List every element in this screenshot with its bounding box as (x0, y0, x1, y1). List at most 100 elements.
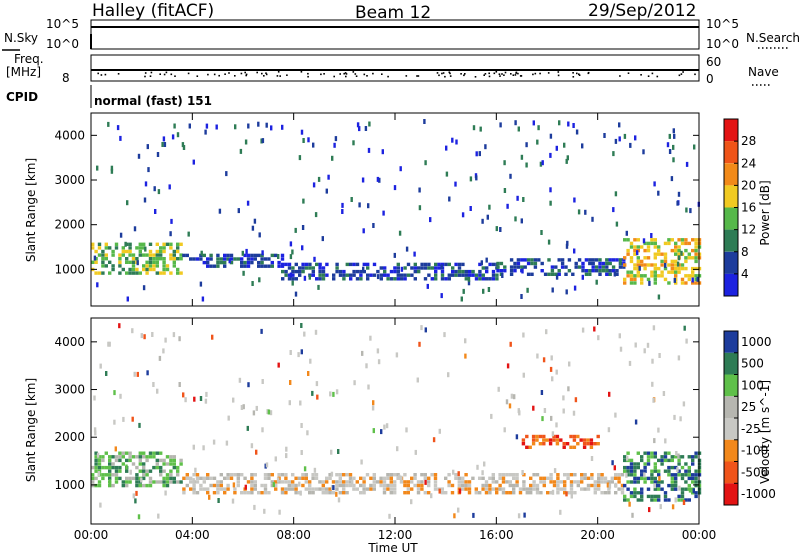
velocity-echo-cell (667, 498, 671, 502)
power-echo-cell (478, 277, 482, 281)
power-scatter-echo (573, 197, 576, 203)
power-scatter-echo (648, 280, 651, 286)
nave-dot (534, 72, 537, 75)
power-echo-cell (598, 258, 602, 262)
velocity-echo-cell (118, 455, 122, 459)
velocity-echo-cell (633, 487, 637, 491)
velocity-echo-cell (626, 451, 630, 455)
nsearch-tick-top: 10^5 (706, 17, 739, 31)
power-echo-cell (206, 257, 210, 261)
power-echo-cell (257, 253, 261, 258)
velocity-scatter-echo (93, 395, 96, 401)
velocity-echo-cell (169, 473, 173, 477)
velocity-scatter-echo (452, 469, 455, 475)
velocity-echo-cell (687, 455, 691, 459)
velocity-echo-cell (199, 483, 203, 488)
velocity-scatter-echo (626, 455, 629, 461)
velocity-echo-cell (145, 473, 149, 477)
power-echo-cell (270, 264, 274, 268)
nave-dot (245, 73, 248, 76)
velocity-echo-cell (155, 451, 159, 455)
power-echo-cell (623, 263, 627, 267)
velocity-echo-cell (548, 438, 553, 442)
power-echo-cell (128, 242, 132, 246)
power-echo-cell (674, 259, 678, 264)
nave-dot (572, 72, 574, 74)
velocity-scatter-echo (648, 507, 651, 513)
power-echo-cell (622, 258, 626, 262)
velocity-scatter-echo (372, 428, 375, 434)
power-scatter-echo (204, 129, 207, 135)
velocity-echo-cell (580, 487, 584, 491)
velocity-echo-cell (202, 480, 206, 484)
velocity-echo-cell (108, 483, 112, 488)
power-echo-cell (165, 242, 170, 246)
power-echo-cell (523, 258, 527, 262)
power-echo-cell (104, 257, 108, 261)
velocity-echo-cell (569, 491, 574, 495)
velocity-ylabel: Slant Range [km] (24, 378, 38, 482)
velocity-echo-cell (629, 462, 634, 466)
velocity-echo-cell (691, 455, 695, 459)
power-echo-cell (584, 258, 589, 262)
velocity-scatter-echo (555, 422, 558, 428)
velocity-echo-cell (464, 480, 468, 484)
velocity-echo-cell (294, 483, 298, 488)
power-echo-cell (287, 277, 292, 281)
velocity-echo-cell (430, 473, 434, 477)
velocity-echo-cell (111, 455, 115, 459)
nsky-panel (90, 19, 700, 50)
power-echo-cell (212, 264, 217, 268)
power-echo-cell (159, 257, 163, 261)
power-echo-cell (533, 265, 538, 269)
power-scatter-echo (110, 168, 114, 174)
velocity-echo-cell (284, 476, 288, 480)
velocity-scatter-echo (205, 391, 208, 397)
velocity-echo-cell (433, 473, 438, 477)
velocity-echo-cell (376, 480, 380, 484)
power-echo-cell (118, 260, 122, 264)
velocity-echo-cell (162, 476, 166, 481)
power-echo-cell (526, 261, 531, 266)
nave-dot (417, 75, 420, 77)
power-echo-cell (670, 270, 674, 274)
velocity-echo-cell (563, 487, 567, 491)
nave-dot (213, 73, 216, 76)
velocity-scatter-echo (628, 501, 631, 507)
power-echo-cell (131, 257, 136, 261)
power-scatter-echo (475, 151, 478, 157)
velocity-echo-cell (529, 491, 533, 495)
power-scatter-echo (156, 152, 160, 157)
power-echo-cell (516, 265, 521, 269)
velocity-echo-cell (206, 473, 210, 477)
velocity-echo-cell (643, 469, 647, 473)
power-echo-cell (138, 253, 142, 257)
power-plot-area (91, 113, 699, 306)
power-echo-cell (677, 252, 681, 256)
velocity-scatter-echo (416, 377, 419, 383)
nave-dot (557, 74, 560, 77)
power-scatter-echo (514, 120, 517, 126)
power-scatter-echo (520, 294, 523, 299)
power-echo-cell (135, 271, 139, 275)
power-scatter-echo (460, 296, 463, 302)
nave-dot (144, 72, 147, 74)
power-colorbar-label-value: 4 (741, 267, 749, 281)
velocity-scatter-echo (332, 391, 335, 397)
power-echo-cell (417, 266, 421, 270)
power-echo-cell (169, 271, 173, 275)
velocity-scatter-echo (410, 499, 413, 505)
power-echo-cell (423, 266, 428, 270)
velocity-echo-cell (684, 473, 688, 477)
velocity-echo-cell (321, 487, 325, 491)
power-colorbar-segment (724, 119, 738, 142)
power-scatter-echo (393, 185, 397, 191)
velocity-echo-cell (386, 483, 390, 488)
power-echo-cell (159, 246, 163, 250)
power-echo-cell (111, 264, 115, 268)
power-echo-cell (646, 248, 651, 253)
velocity-echo-cell (195, 491, 200, 495)
velocity-echo-cell (454, 473, 458, 477)
power-echo-cell (216, 260, 220, 265)
nave-label: Nave (748, 65, 779, 79)
